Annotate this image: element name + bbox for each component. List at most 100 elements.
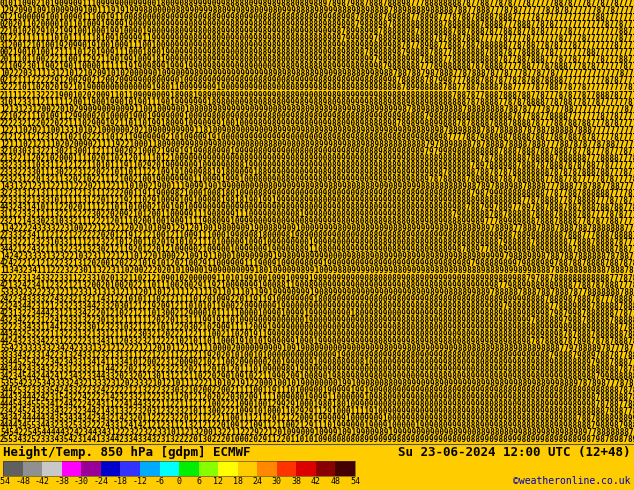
- Bar: [297, 461, 316, 476]
- Bar: [42, 461, 61, 476]
- Bar: [120, 461, 140, 476]
- Text: 12920901091000990910011191919998800000889909998809908980090809998888989998889889: 1292090109100099091001119191999880000088…: [0, 6, 634, 15]
- Text: 6: 6: [196, 477, 201, 487]
- Text: 32221011020201921019000000000000919801100999909190099099008900808999989889889889: 3222101102020192101900000000000091980110…: [0, 83, 634, 93]
- Text: 12: 12: [213, 477, 223, 487]
- Text: -12: -12: [133, 477, 148, 487]
- Text: 22102211101091129900020100001900199990091009998080908909998800998889899998808888: 2210221110109112990002010000190019999009…: [0, 112, 634, 121]
- Text: -6: -6: [155, 477, 165, 487]
- Bar: [81, 461, 101, 476]
- Bar: [179, 461, 198, 476]
- Text: 91219000091001009011100191100880000890999890988909980990088888888888989988998788: 9121900009100100901110019110088000089099…: [0, 13, 634, 22]
- Text: 31200121010019209901910010091110010090999099080099808090989898989889889899988998: 3120012101001920990191001009111001009099…: [0, 41, 634, 50]
- Text: 42313223444231213342220121022121101300212900010111110000109901099919909009901809: 4231322344423121334222012102212110130021…: [0, 309, 634, 318]
- Text: 53554232534333324321333231202333210121011122211010219122000100101900000001991090: 5355423253433332432133323120233321012101…: [0, 379, 634, 388]
- Text: 23332233011130222312202210110111221091910909881918090991889990999099908988999989: 2333223301113022231220221011011122109191…: [0, 168, 634, 177]
- Text: 44443455344323325332222433124142121231121321212201091210911211002129111019990901: 4444345534432332533222243312414212123112…: [0, 421, 634, 430]
- Text: -24: -24: [93, 477, 108, 487]
- Text: 25534325233343542314413344233433432313222201302220100020291122011010109080808089: 2553432523334354231441334423343343231322…: [0, 436, 634, 444]
- Text: 11422224333322310022212122120201010991291201001980090919008899091000999998090898: 1142222433332231002221212212020101099129…: [0, 224, 634, 233]
- Text: -38: -38: [55, 477, 69, 487]
- Bar: [3, 461, 23, 476]
- Text: 22333234111212212222220201219121210012110091110001998908180009819890089990800989: 2233323411121221222222020121912121001211…: [0, 231, 634, 240]
- Text: 11343234111222322301132231102002220201010900190900000991801090090899100998809999: 1134323411122232230113223110200222020101…: [0, 267, 634, 275]
- Text: 20111011002221100112921190199100918190900909809998998080008880089898998998889989: 2011101100222110011292119019910091819090…: [0, 55, 634, 64]
- Text: 44324314101112202011112110110100021091901099909990099009999909890980098999898899: 4432431410111220201111211011010002109190…: [0, 203, 634, 212]
- Text: 00219010100121111012019091110001890199099989998899008989889988880988890988988987: 0021901010012111101201909111000189019909…: [0, 49, 634, 57]
- Bar: [62, 461, 81, 476]
- Text: 23243442312123323334423320301212192091211010101190022099000919900009000999909900: 2324344231212332333442332030121219209121…: [0, 302, 634, 311]
- Text: 23323122013211320210221112100210019009999011009919991000800908890999980989999900: 2332312201321132021022111210021001900999…: [0, 175, 634, 184]
- Text: 21111221322219001020200911011090900091890819890099899909999908889090089989899999: 2111122132221900102020091101109090009189…: [0, 91, 634, 99]
- Text: 01011090210190990911109999000999001800908899990998888809989898880889889789879887: 0101109021019099091110999900099900180090…: [0, 0, 634, 8]
- Bar: [140, 461, 160, 476]
- Bar: [3, 461, 355, 476]
- Text: 32222313433223311223310201321102121090102000009110101991001099109991989909909090: 3222231343322331122331020132110212109010…: [0, 273, 634, 283]
- Text: 21322112021020001111020110212011110121009090990909090899099099908989900809990908: 2132211202102000111102011021201111012100…: [0, 154, 634, 163]
- Text: 33334323314223132433123213131112212211122121192020101001010000000000900091908098: 3333432331422313243312321313111221221112…: [0, 351, 634, 360]
- Text: ©weatheronline.co.uk: ©weatheronline.co.uk: [514, 476, 631, 486]
- Bar: [335, 461, 355, 476]
- Text: 44343253222113223132133121112230321202221221110021102019119909899999009990909099: 4434325322211322313213312111223032120222…: [0, 330, 634, 339]
- Bar: [23, 461, 42, 476]
- Text: 34342444443435343434234321423201122223220121122211001112112012122009199909910009: 3434244444343534343423432142320112222322…: [0, 415, 634, 423]
- Bar: [198, 461, 218, 476]
- Text: -54: -54: [0, 477, 11, 487]
- Text: 42: 42: [311, 477, 321, 487]
- Text: Height/Temp. 850 hPa [gdpm] ECMWF: Height/Temp. 850 hPa [gdpm] ECMWF: [3, 446, 250, 459]
- Text: 02020110200001011010091999919090990999999089909099889998899808998988889889898798: 0202011020000101101009199991909099099999…: [0, 20, 634, 29]
- Text: 02121112222291200290212002099990080099010998990990998990889900899999988989899998: 0212111222229120029021200209999008009901…: [0, 76, 634, 85]
- Bar: [316, 461, 335, 476]
- Text: 54542254544444324234434312223223223310112132001322112229221201099009109991091990: 5454225454444432423443431222322322331011…: [0, 428, 634, 438]
- Text: 42132423411232212132002010020221101110020029119210090999190088119098900999999009: 4213242341123221213200201002022110111002…: [0, 281, 634, 290]
- Text: 21332212323103311112123221012001102019101021110100009109010990909001909090009989: 2133221232310331111212322101200110201910…: [0, 238, 634, 247]
- Text: 38: 38: [292, 477, 301, 487]
- Text: 42422212121222321312020012022210191012021002911009909111900910990980991990999099: 4242221212122232131202001202221019101202…: [0, 260, 634, 269]
- Text: 24: 24: [252, 477, 262, 487]
- Bar: [257, 461, 277, 476]
- Text: 34425323333542433222324222221213222323032102002200211110011911101009001909991991: 3442532333354243322232422222121322232303…: [0, 386, 634, 395]
- Text: 48: 48: [330, 477, 340, 487]
- Text: 0: 0: [177, 477, 181, 487]
- Text: 30: 30: [272, 477, 282, 487]
- Text: 55423333333234242333132121222212120101121121110000200000909091091908090000990099: 5542333333323424233313212122221212010112…: [0, 344, 634, 353]
- Text: 10222031111312101210209101020009901099009989999999999999998989898888989098988889: 1022203111131210121020910102000990109900…: [0, 70, 634, 78]
- Text: 12131231200220102990990090099110010099001080089899999909990089989809898998999888: 1213123120022010299099009009911001009900…: [0, 104, 634, 114]
- Bar: [277, 461, 297, 476]
- Text: 12111021211102020090211119221000118090099989099809900080088809080889899989988898: 1211102121110202009021111922100011809009…: [0, 140, 634, 149]
- Bar: [160, 461, 179, 476]
- Text: 33445254222342343313414113341012002231200902102110020900002001990989109080899081: 3344525422234234331341411334101200223120…: [0, 358, 634, 367]
- Text: 44344243343223312333111442220212232232232021120101201110109009891990090989999900: 4434424334322331233311144222021223223223…: [0, 365, 634, 374]
- Text: 18: 18: [233, 477, 243, 487]
- Text: 21109230119021901100001111119190989919991990998999909890000989889888889899998898: 2110923011902190110000111111919098991999…: [0, 62, 634, 72]
- Text: 23424524323343223234421431332232031232332101130022210991010001102929112910001111: 2342452432334322323442143133223203123233…: [0, 407, 634, 416]
- Text: Su 23-06-2024 12:00 UTC (12+48): Su 23-06-2024 12:00 UTC (12+48): [398, 446, 631, 459]
- Text: 22223212202202211102909192110110199180991099099910010099899899999980909988090898: 2222321220220221110290919211011019918099…: [0, 119, 634, 128]
- Text: 14242333331323221032311221211012201000221091911000109909909199809989999000098088: 1424233333132322103231122121101220100022…: [0, 252, 634, 262]
- Text: 54: 54: [350, 477, 360, 487]
- Text: 31122332121132212222302202092101200110099911190899911109990900908199980980898098: 3112233212113221222230220209210120011009…: [0, 210, 634, 219]
- Text: 12211020211001331010210000002021090090990911810090890099009899909980898989898898: 1221102021100133101021000000202109009099…: [0, 126, 634, 135]
- Text: -30: -30: [74, 477, 89, 487]
- Text: 44243233342231222223134311203323212222102101101100019101019090991090199900999999: 4424323334223122222313431120332321222210…: [0, 337, 634, 346]
- Text: 23212143302310332111222120111020010019091111908099109990009900990089099999809808: 2321214330231033211122212011102001001909…: [0, 217, 634, 226]
- Bar: [238, 461, 257, 476]
- Text: 32103031322130213001121119020210002199919199080990199990809999000800890999989980: 3210303132213021300112111902021000219991…: [0, 147, 634, 156]
- Text: 32231312131111221213111222200119119009821000100818010900889909990099909890990989: 3223131213111122121311122220011911900982…: [0, 189, 634, 198]
- Text: 14313212311221112220211221110100219001119099190199000009008099099989899889980888: 1431321231122111222021122111010021900111…: [0, 182, 634, 191]
- Text: 32223343311441233233012323103211221011220302102909111120091999900000900900999090: 3222334331144123323301232310321122101122…: [0, 323, 634, 332]
- Text: 22101020291021991001000199100901900090809998008899989999989998809998990998789989: 2210102029102199100100019910090190009080…: [0, 27, 634, 36]
- Text: 01221111111101011111181091099991199999909089998090990099899898988888888989799989: 0122111111110101111118109109999119999990…: [0, 34, 634, 43]
- Text: 24223433332243232132114312210101110212111101201099220119119100999909180890999999: 2422343333224323213211431221010111021211…: [0, 294, 634, 304]
- Bar: [218, 461, 238, 476]
- Text: 53333232223212112331313131211120110121111211119110111011991999909991908999990990: 5333323222321211233131313121112011012111…: [0, 288, 634, 296]
- Text: 31012331121111120011900199010190111901999999918980000989088980999899889809809999: 3101233112111112001190019901019011190199…: [0, 98, 634, 106]
- Text: -18: -18: [113, 477, 128, 487]
- Text: -48: -48: [15, 477, 30, 487]
- Text: 21212112123121102102221101211990909021010900919100009999999999900090098898899888: 2121211212312110210222110121199090902101…: [0, 133, 634, 142]
- Text: 44433444242315432242222142323321222331120121202022030209111100908019099110000091: 4443344424231543224222214232332122233112…: [0, 393, 634, 402]
- Bar: [101, 461, 120, 476]
- Text: 33233311033112121221101011191102920190999091099990898199090998990990990089888989: 3323331103311212122110101119110292019099…: [0, 161, 634, 170]
- Text: 34234544244241234323344332023202130131212110220290109102211990209100890198899899: 3423454424424123432334433202320213013121…: [0, 372, 634, 381]
- Text: -42: -42: [35, 477, 49, 487]
